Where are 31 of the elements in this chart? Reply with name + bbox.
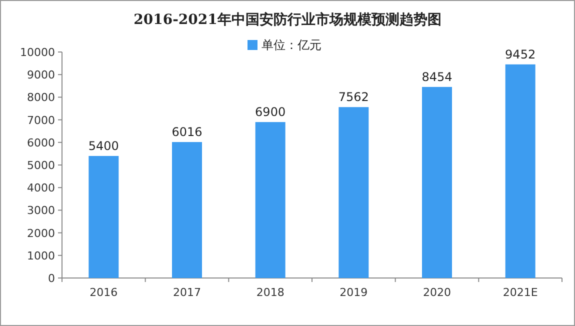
x-tick-label: 2021E xyxy=(502,286,538,299)
y-tick-label: 7000 xyxy=(27,114,55,127)
x-tick-label: 2020 xyxy=(423,286,451,299)
data-label: 6900 xyxy=(255,105,286,120)
y-tick-label: 9000 xyxy=(27,68,55,82)
bar xyxy=(422,86,452,278)
x-tick-label: 2019 xyxy=(340,286,368,299)
x-tick-label: 2018 xyxy=(256,286,284,299)
y-tick-label: 1000 xyxy=(27,249,55,262)
bar xyxy=(172,142,202,278)
x-tick-label: 2016 xyxy=(90,286,118,299)
data-label: 7562 xyxy=(338,90,369,104)
data-label: 9452 xyxy=(505,47,536,62)
bar xyxy=(338,107,369,278)
y-tick-label: 4000 xyxy=(27,182,55,195)
bar xyxy=(255,122,286,278)
data-label: 5400 xyxy=(88,138,119,153)
x-tick-label: 2017 xyxy=(173,286,201,299)
chart-title: 2016-2021年中国安防行业市场规模预测趋势图 xyxy=(134,11,442,28)
y-tick-label: 5000 xyxy=(27,159,55,172)
bar xyxy=(88,156,119,278)
y-tick-label: 6000 xyxy=(27,136,55,150)
legend-label: 单位：亿元 xyxy=(262,38,322,52)
bar xyxy=(505,64,536,278)
data-label: 6016 xyxy=(172,125,202,140)
data-label: 8454 xyxy=(422,70,452,84)
y-tick-label: 0 xyxy=(48,272,55,285)
y-tick-label: 8000 xyxy=(27,91,55,104)
y-tick-label: 2000 xyxy=(27,226,55,240)
y-tick-label: 3000 xyxy=(27,204,55,218)
y-tick-label: 10000 xyxy=(20,46,55,59)
